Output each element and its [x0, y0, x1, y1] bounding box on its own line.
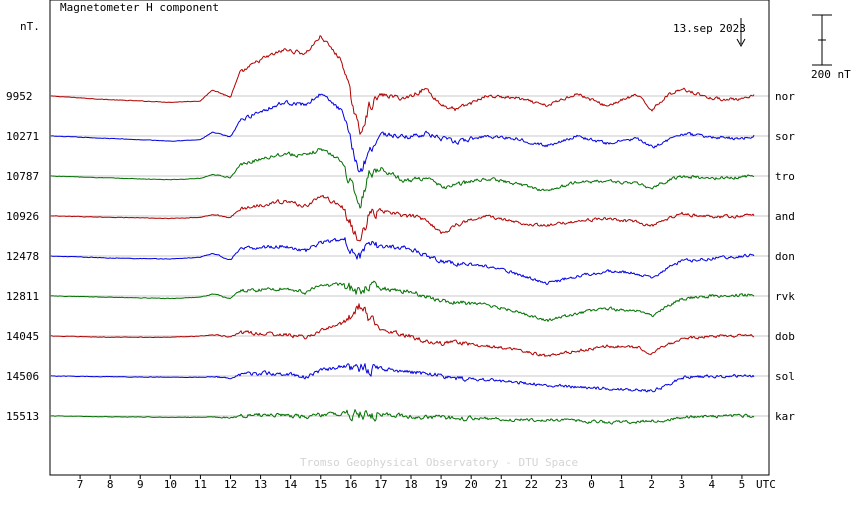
x-tick-label: 18 [404, 478, 417, 491]
scale-bar-label: 200 nT [811, 68, 851, 81]
trace-nor [50, 35, 755, 135]
x-tick-label: 16 [344, 478, 357, 491]
baseline-value-kar: 15513 [6, 410, 39, 423]
x-tick-label: 19 [434, 478, 447, 491]
baseline-value-dob: 14045 [6, 330, 39, 343]
x-tick-label: 9 [137, 478, 144, 491]
baseline-value-sol: 14506 [6, 370, 39, 383]
trace-and [50, 194, 755, 242]
x-tick-label: 8 [107, 478, 114, 491]
x-tick-label: 1 [618, 478, 625, 491]
trace-rvk [50, 280, 755, 322]
station-label-don: don [775, 250, 795, 263]
date-label: 13.sep 2023 [673, 22, 746, 35]
station-label-tro: tro [775, 170, 795, 183]
y-unit-label: nT. [20, 20, 40, 33]
station-label-sol: sol [775, 370, 795, 383]
credit-text: Tromso Geophysical Observatory - DTU Spa… [300, 456, 578, 469]
station-label-sor: sor [775, 130, 795, 143]
x-tick-label: 3 [678, 478, 685, 491]
station-label-nor: nor [775, 90, 795, 103]
station-label-rvk: rvk [775, 290, 795, 303]
trace-sor [50, 93, 755, 173]
plot-frame [49, 0, 770, 476]
baseline-value-rvk: 12811 [6, 290, 39, 303]
x-tick-label: 5 [739, 478, 746, 491]
x-axis: 7 8 9 10 11 12 13 14 15 16 17 18 19 20 21 22 23 0 1 2 3 4 5 [77, 475, 745, 491]
x-tick-label: 2 [648, 478, 655, 491]
trace-don [50, 237, 755, 286]
baseline-value-tro: 10787 [6, 170, 39, 183]
baseline-value-and: 10926 [6, 210, 39, 223]
trace-kar [50, 409, 755, 425]
x-tick-label: 10 [164, 478, 177, 491]
baseline-value-don: 12478 [6, 250, 39, 263]
x-tick-label: 13 [254, 478, 267, 491]
x-tick-label: 21 [495, 478, 508, 491]
baseline-value-sor: 10271 [6, 130, 39, 143]
x-tick-label: 20 [465, 478, 478, 491]
station-label-kar: kar [775, 410, 795, 423]
trace-sol [50, 363, 755, 393]
x-tick-label: 14 [284, 478, 298, 491]
station-label-dob: dob [775, 330, 795, 343]
x-tick-label: 17 [374, 478, 387, 491]
x-tick-label: 4 [709, 478, 716, 491]
trace-layer [50, 35, 755, 425]
x-tick-label: 11 [194, 478, 207, 491]
baseline-value-nor: 9952 [6, 90, 33, 103]
x-tick-label: 0 [588, 478, 595, 491]
x-tick-label: 7 [77, 478, 84, 491]
date-marker-arrow [736, 18, 746, 48]
x-tick-label: 12 [224, 478, 237, 491]
x-tick-label: 23 [555, 478, 568, 491]
trace-tro [50, 148, 755, 209]
trace-dob [51, 303, 755, 357]
scale-bar [812, 14, 832, 66]
x-tick-label: 15 [314, 478, 327, 491]
baseline-labels: 9952 10271 10787 10926 12478 12811 14045 14506 1… [6, 90, 39, 423]
x-axis-label: UTC [756, 478, 776, 491]
station-label-and: and [775, 210, 795, 223]
x-tick-label: 22 [525, 478, 538, 491]
chart-title: Magnetometer H component [60, 1, 219, 14]
station-labels: nor sor tro and don rvk dob sol kar [775, 90, 795, 423]
